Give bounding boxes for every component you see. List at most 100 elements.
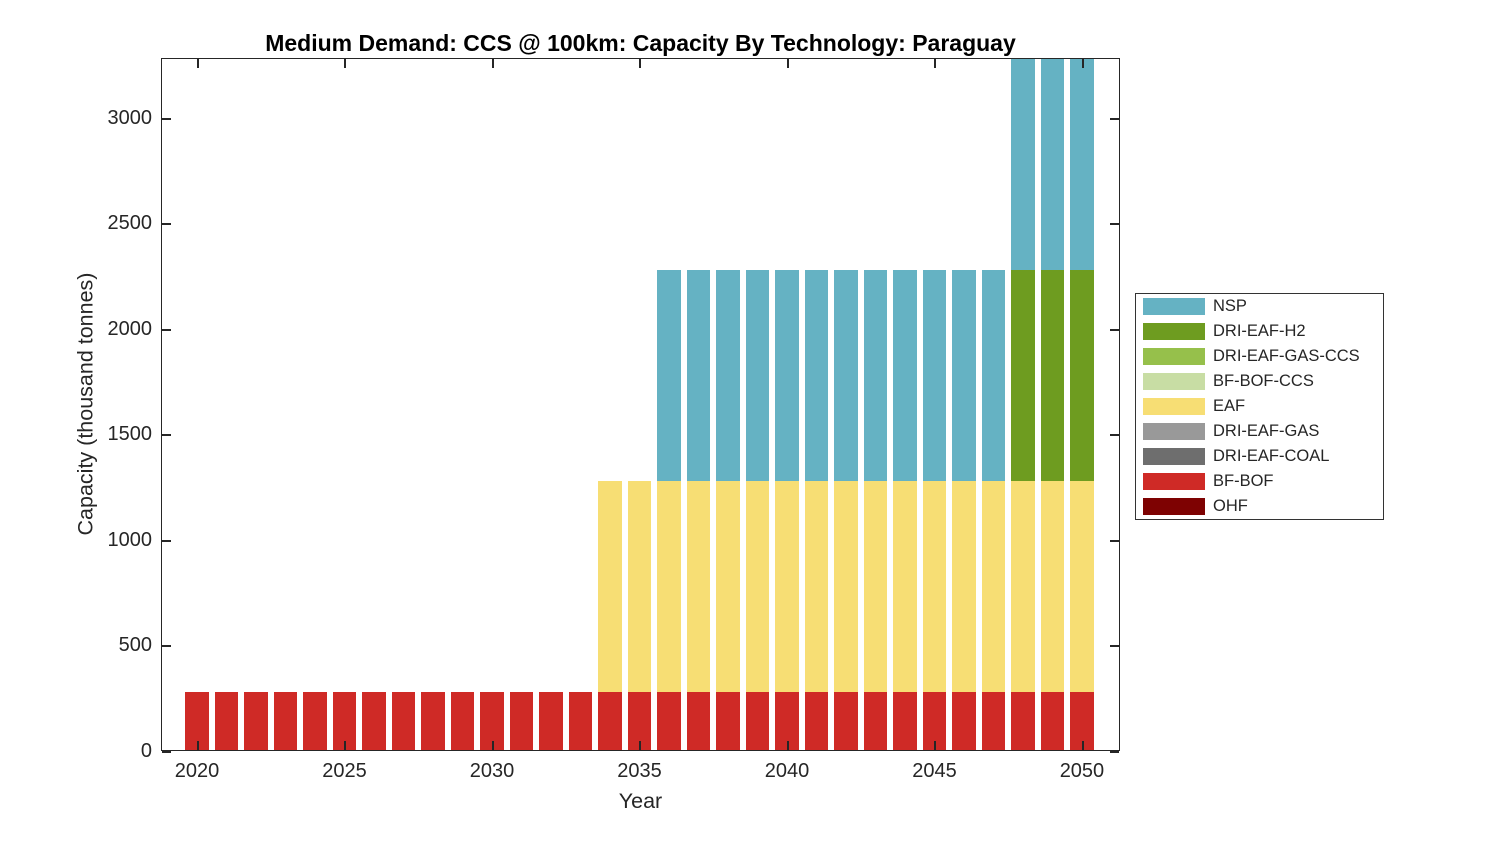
legend-item-DRI-EAF-COAL: DRI-EAF-COAL — [1136, 444, 1383, 469]
bar-segment-BF-BOF-2034 — [598, 691, 622, 751]
bar-segment-NSP-2040 — [775, 269, 799, 481]
bar-segment-NSP-2046 — [952, 269, 976, 481]
y-tick-label: 500 — [118, 634, 152, 657]
x-tick-label: 2030 — [469, 760, 515, 782]
x-tick-label: 2035 — [617, 760, 662, 782]
bar-segment-EAF-2039 — [745, 480, 770, 692]
bar-segment-NSP-2044 — [893, 269, 917, 481]
bar-segment-BF-BOF-2041 — [804, 691, 829, 751]
bar-segment-DRI-EAF-H2-2050 — [1070, 269, 1094, 481]
bar-segment-EAF-2049 — [1040, 480, 1065, 692]
bar-segment-BF-BOF-2023 — [273, 691, 298, 751]
legend-swatch-DRI-EAF-COAL — [1143, 448, 1205, 465]
legend-label: EAF — [1213, 397, 1246, 415]
bar-segment-NSP-2050 — [1070, 58, 1094, 270]
bar-segment-NSP-2036 — [657, 269, 681, 481]
bar-segment-DRI-EAF-H2-2048 — [1011, 269, 1035, 481]
legend-label: NSP — [1213, 297, 1247, 315]
bar-segment-EAF-2044 — [893, 480, 917, 692]
bar-segment-EAF-2036 — [657, 480, 681, 692]
legend-swatch-OHF — [1143, 498, 1205, 515]
bar-segment-EAF-2035 — [627, 480, 652, 692]
bar-segment-BF-BOF-2043 — [863, 691, 888, 751]
x-axis-label: Year — [618, 789, 663, 813]
x-tick-label: 2025 — [322, 760, 367, 782]
y-axis-label: Capacity (thousand tonnes) — [73, 272, 98, 536]
bar-segment-NSP-2042 — [834, 269, 858, 481]
bar-segment-BF-BOF-2035 — [627, 691, 652, 751]
bar-segment-EAF-2037 — [686, 480, 711, 692]
bar-segment-BF-BOF-2033 — [568, 691, 593, 751]
bar-segment-EAF-2034 — [598, 480, 622, 692]
bar-segment-NSP-2047 — [981, 269, 1006, 481]
bar-segment-NSP-2037 — [686, 269, 711, 481]
legend-swatch-DRI-EAF-GAS-CCS — [1143, 348, 1205, 365]
legend-item-EAF: EAF — [1136, 394, 1383, 419]
x-tick-label: 2020 — [174, 760, 220, 782]
y-tick-label: 1000 — [107, 528, 153, 551]
bar-segment-BF-BOF-2036 — [657, 691, 681, 751]
legend-item-DRI-EAF-GAS: DRI-EAF-GAS — [1136, 419, 1383, 444]
bar-segment-BF-BOF-2049 — [1040, 691, 1065, 751]
x-tick-label: 2050 — [1059, 760, 1105, 782]
legend-item-BF-BOF: BF-BOF — [1136, 469, 1383, 494]
y-tick-label: 1500 — [107, 423, 153, 446]
bar-segment-NSP-2049 — [1040, 58, 1065, 270]
bar-segment-BF-BOF-2028 — [421, 691, 445, 751]
bar-segment-BF-BOF-2044 — [893, 691, 917, 751]
bar-segment-EAF-2045 — [922, 480, 947, 692]
legend-item-DRI-EAF-GAS-CCS: DRI-EAF-GAS-CCS — [1136, 344, 1383, 369]
bar-segment-BF-BOF-2039 — [745, 691, 770, 751]
bar-segment-BF-BOF-2027 — [391, 691, 416, 751]
bar-segment-BF-BOF-2025 — [332, 691, 357, 751]
bar-segment-EAF-2043 — [863, 480, 888, 692]
bar-segment-BF-BOF-2031 — [509, 691, 534, 751]
legend-label: OHF — [1213, 497, 1248, 515]
bar-segment-BF-BOF-2050 — [1070, 691, 1094, 751]
bar-segment-EAF-2046 — [952, 480, 976, 692]
y-tick-mark — [1110, 751, 1119, 753]
bar-segment-NSP-2048 — [1011, 58, 1035, 270]
legend-label: BF-BOF — [1213, 472, 1274, 490]
legend-label: BF-BOF-CCS — [1213, 372, 1314, 390]
y-tick-label: 2500 — [107, 212, 153, 235]
y-tick-label: 3000 — [107, 106, 153, 129]
bar-segment-EAF-2048 — [1011, 480, 1035, 692]
bar-segment-NSP-2041 — [804, 269, 829, 481]
bar-segment-BF-BOF-2038 — [716, 691, 740, 751]
legend-label: DRI-EAF-H2 — [1213, 322, 1306, 340]
bar-segment-NSP-2045 — [922, 269, 947, 481]
bar-segment-BF-BOF-2020 — [185, 691, 209, 751]
x-tick-label: 2045 — [912, 760, 957, 782]
legend-item-DRI-EAF-H2: DRI-EAF-H2 — [1136, 319, 1383, 344]
legend-item-NSP: NSP — [1136, 294, 1383, 319]
bar-segment-BF-BOF-2030 — [480, 691, 504, 751]
chart-title: Medium Demand: CCS @ 100km: Capacity By … — [265, 30, 1016, 56]
bar-segment-BF-BOF-2037 — [686, 691, 711, 751]
bar-segment-BF-BOF-2046 — [952, 691, 976, 751]
bar-segment-BF-BOF-2029 — [450, 691, 475, 751]
legend-swatch-DRI-EAF-GAS — [1143, 423, 1205, 440]
bar-segment-BF-BOF-2047 — [981, 691, 1006, 751]
legend-swatch-EAF — [1143, 398, 1205, 415]
legend-swatch-BF-BOF — [1143, 473, 1205, 490]
legend-swatch-NSP — [1143, 298, 1205, 315]
legend-swatch-BF-BOF-CCS — [1143, 373, 1205, 390]
y-tick-label: 0 — [140, 740, 152, 762]
y-tick-label: 2000 — [107, 317, 153, 340]
plot-area — [161, 58, 1120, 751]
bar-segment-BF-BOF-2032 — [539, 691, 563, 751]
bar-segment-BF-BOF-2048 — [1011, 691, 1035, 751]
bar-segment-EAF-2047 — [981, 480, 1006, 692]
bar-segment-EAF-2040 — [775, 480, 799, 692]
x-tick-label: 2040 — [764, 760, 810, 782]
bar-segment-DRI-EAF-H2-2049 — [1040, 269, 1065, 481]
bar-segment-EAF-2042 — [834, 480, 858, 692]
bar-segment-EAF-2050 — [1070, 480, 1094, 692]
bar-segment-EAF-2038 — [716, 480, 740, 692]
legend-item-BF-BOF-CCS: BF-BOF-CCS — [1136, 369, 1383, 394]
bar-segment-NSP-2038 — [716, 269, 740, 481]
legend-swatch-DRI-EAF-H2 — [1143, 323, 1205, 340]
bar-segment-BF-BOF-2024 — [303, 691, 327, 751]
